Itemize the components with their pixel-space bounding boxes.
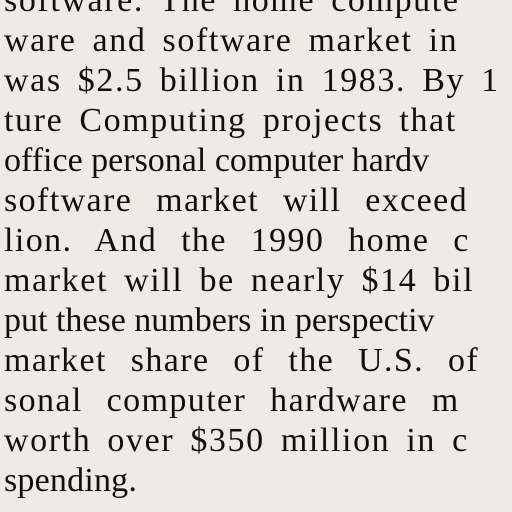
text-line: ware and software market in (4, 22, 459, 59)
text-line: spending. (4, 462, 138, 499)
article-column: software. The home compute ware and soft… (4, 0, 512, 501)
text-line: office personal computer hardv (4, 142, 430, 179)
text-line: software. The home compute (4, 0, 460, 19)
text-line: put these numbers in perspectiv (4, 302, 435, 339)
text-line: lion. And the 1990 home c (4, 222, 470, 259)
text-line: market share of the U.S. of (4, 342, 480, 379)
text-line: software market will exceed (4, 182, 469, 219)
text-line: was $2.5 billion in 1983. By 1 (4, 62, 500, 99)
text-line: sonal computer hardware m (4, 382, 460, 419)
text-line: ture Computing projects that (4, 102, 457, 139)
text-line: market will be nearly $14 bil (4, 262, 475, 299)
text-line: worth over $350 million in c (4, 422, 469, 459)
